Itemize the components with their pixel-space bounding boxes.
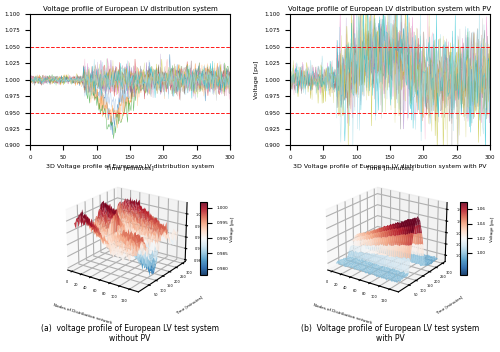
Text: (a)  voltage profile of European LV test system
without PV: (a) voltage profile of European LV test …: [41, 324, 219, 344]
Y-axis label: Time [minutes]: Time [minutes]: [175, 295, 204, 315]
Y-axis label: Time [minutes]: Time [minutes]: [435, 295, 464, 315]
Title: Voltage profile of European LV distribution system with PV: Voltage profile of European LV distribut…: [288, 6, 492, 12]
X-axis label: Nodes of Distribution network: Nodes of Distribution network: [313, 303, 372, 325]
Title: Voltage profile of European LV distribution system: Voltage profile of European LV distribut…: [42, 6, 218, 12]
Text: (b)  Voltage profile of European LV test system
with PV: (b) Voltage profile of European LV test …: [301, 324, 479, 344]
Y-axis label: Voltage [pu]: Voltage [pu]: [254, 61, 259, 99]
X-axis label: Time [minutes]: Time [minutes]: [106, 165, 154, 171]
Text: 3D Voltage profile of European LV distribution system: 3D Voltage profile of European LV distri…: [46, 164, 214, 169]
Text: 3D Voltage profile of European LV distribution system with PV: 3D Voltage profile of European LV distri…: [293, 164, 487, 169]
X-axis label: Time [minutes]: Time [minutes]: [366, 165, 414, 171]
X-axis label: Nodes of Distribution network: Nodes of Distribution network: [53, 303, 112, 325]
